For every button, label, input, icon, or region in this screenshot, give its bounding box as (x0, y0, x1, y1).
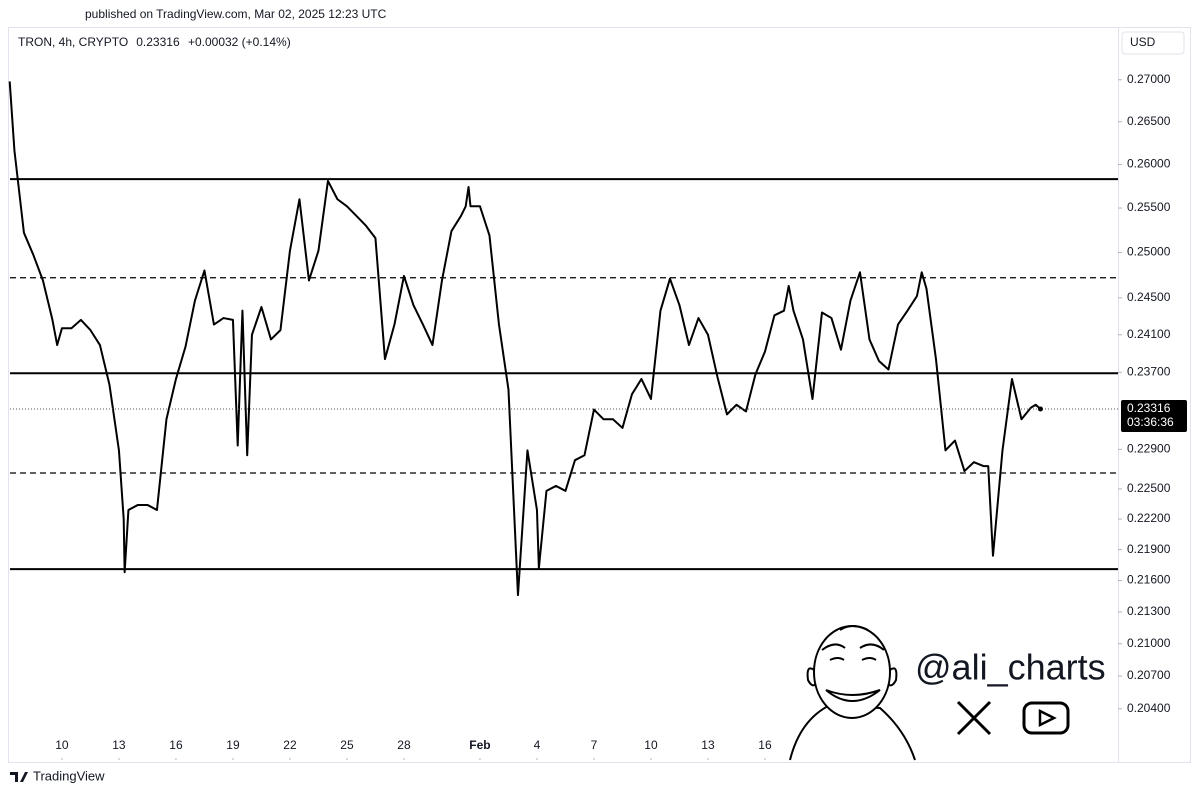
last-point (1037, 406, 1043, 412)
x-tick-label: 4 (534, 738, 541, 752)
panel-border (8, 27, 1191, 763)
y-tick-label: 0.25000 (1127, 245, 1171, 259)
y-tick-label: 0.26500 (1127, 114, 1171, 128)
y-tick-label: 0.22900 (1127, 442, 1171, 456)
y-tick-label: 0.20700 (1127, 668, 1171, 682)
y-tick-label: 0.21300 (1127, 604, 1171, 618)
x-tick-label: 13 (112, 738, 126, 752)
price-tag (1121, 399, 1187, 432)
y-tick-label: 0.24500 (1127, 290, 1171, 304)
x-tick-label: 16 (758, 738, 772, 752)
x-tick-label: 7 (591, 738, 598, 752)
x-tick-label: 22 (283, 738, 297, 752)
header-price: 0.23316 (136, 35, 180, 49)
y-tick-label: 0.24100 (1127, 327, 1171, 341)
y-tick-label: 0.21000 (1127, 636, 1171, 650)
brand-logo (10, 772, 28, 782)
price-tag-value: 0.23316 (1127, 401, 1171, 415)
y-tick-label: 0.26000 (1127, 157, 1171, 171)
x-tick-label: 19 (226, 738, 240, 752)
y-tick-label: 0.27000 (1127, 72, 1171, 86)
published-note: published on TradingView.com, Mar 02, 20… (85, 7, 387, 21)
x-tick-label: 25 (340, 738, 354, 752)
x-tick-label: Feb (469, 738, 490, 752)
symbol: TRON, 4h, CRYPTO (18, 35, 128, 49)
price-line (8, 81, 1042, 597)
y-tick-label: 0.21900 (1127, 542, 1171, 556)
y-tick-label: 0.21600 (1127, 573, 1171, 587)
y-tick-label: 0.23700 (1127, 364, 1171, 378)
cartoon-face (789, 625, 916, 761)
header-change: +0.00032 (+0.14%) (188, 35, 291, 49)
watermark: @ali_charts (915, 647, 1106, 688)
x-tick-label: 13 (701, 738, 715, 752)
y-tick-label: 0.20400 (1127, 701, 1171, 715)
currency: USD (1130, 35, 1156, 49)
x-tick-label: 16 (169, 738, 183, 752)
x-tick-label: 10 (55, 738, 69, 752)
price-tag-countdown: 03:36:36 (1127, 415, 1174, 429)
y-tick-label: 0.22200 (1127, 511, 1171, 525)
y-tick-label: 0.25500 (1127, 200, 1171, 214)
x-icon (956, 700, 992, 736)
currency-box (1121, 31, 1185, 55)
brand: TradingView (33, 768, 105, 783)
x-tick-label: 28 (397, 738, 411, 752)
x-tick-label: 10 (644, 738, 658, 752)
y-tick-label: 0.22500 (1127, 481, 1171, 495)
youtube-icon (1022, 701, 1070, 735)
